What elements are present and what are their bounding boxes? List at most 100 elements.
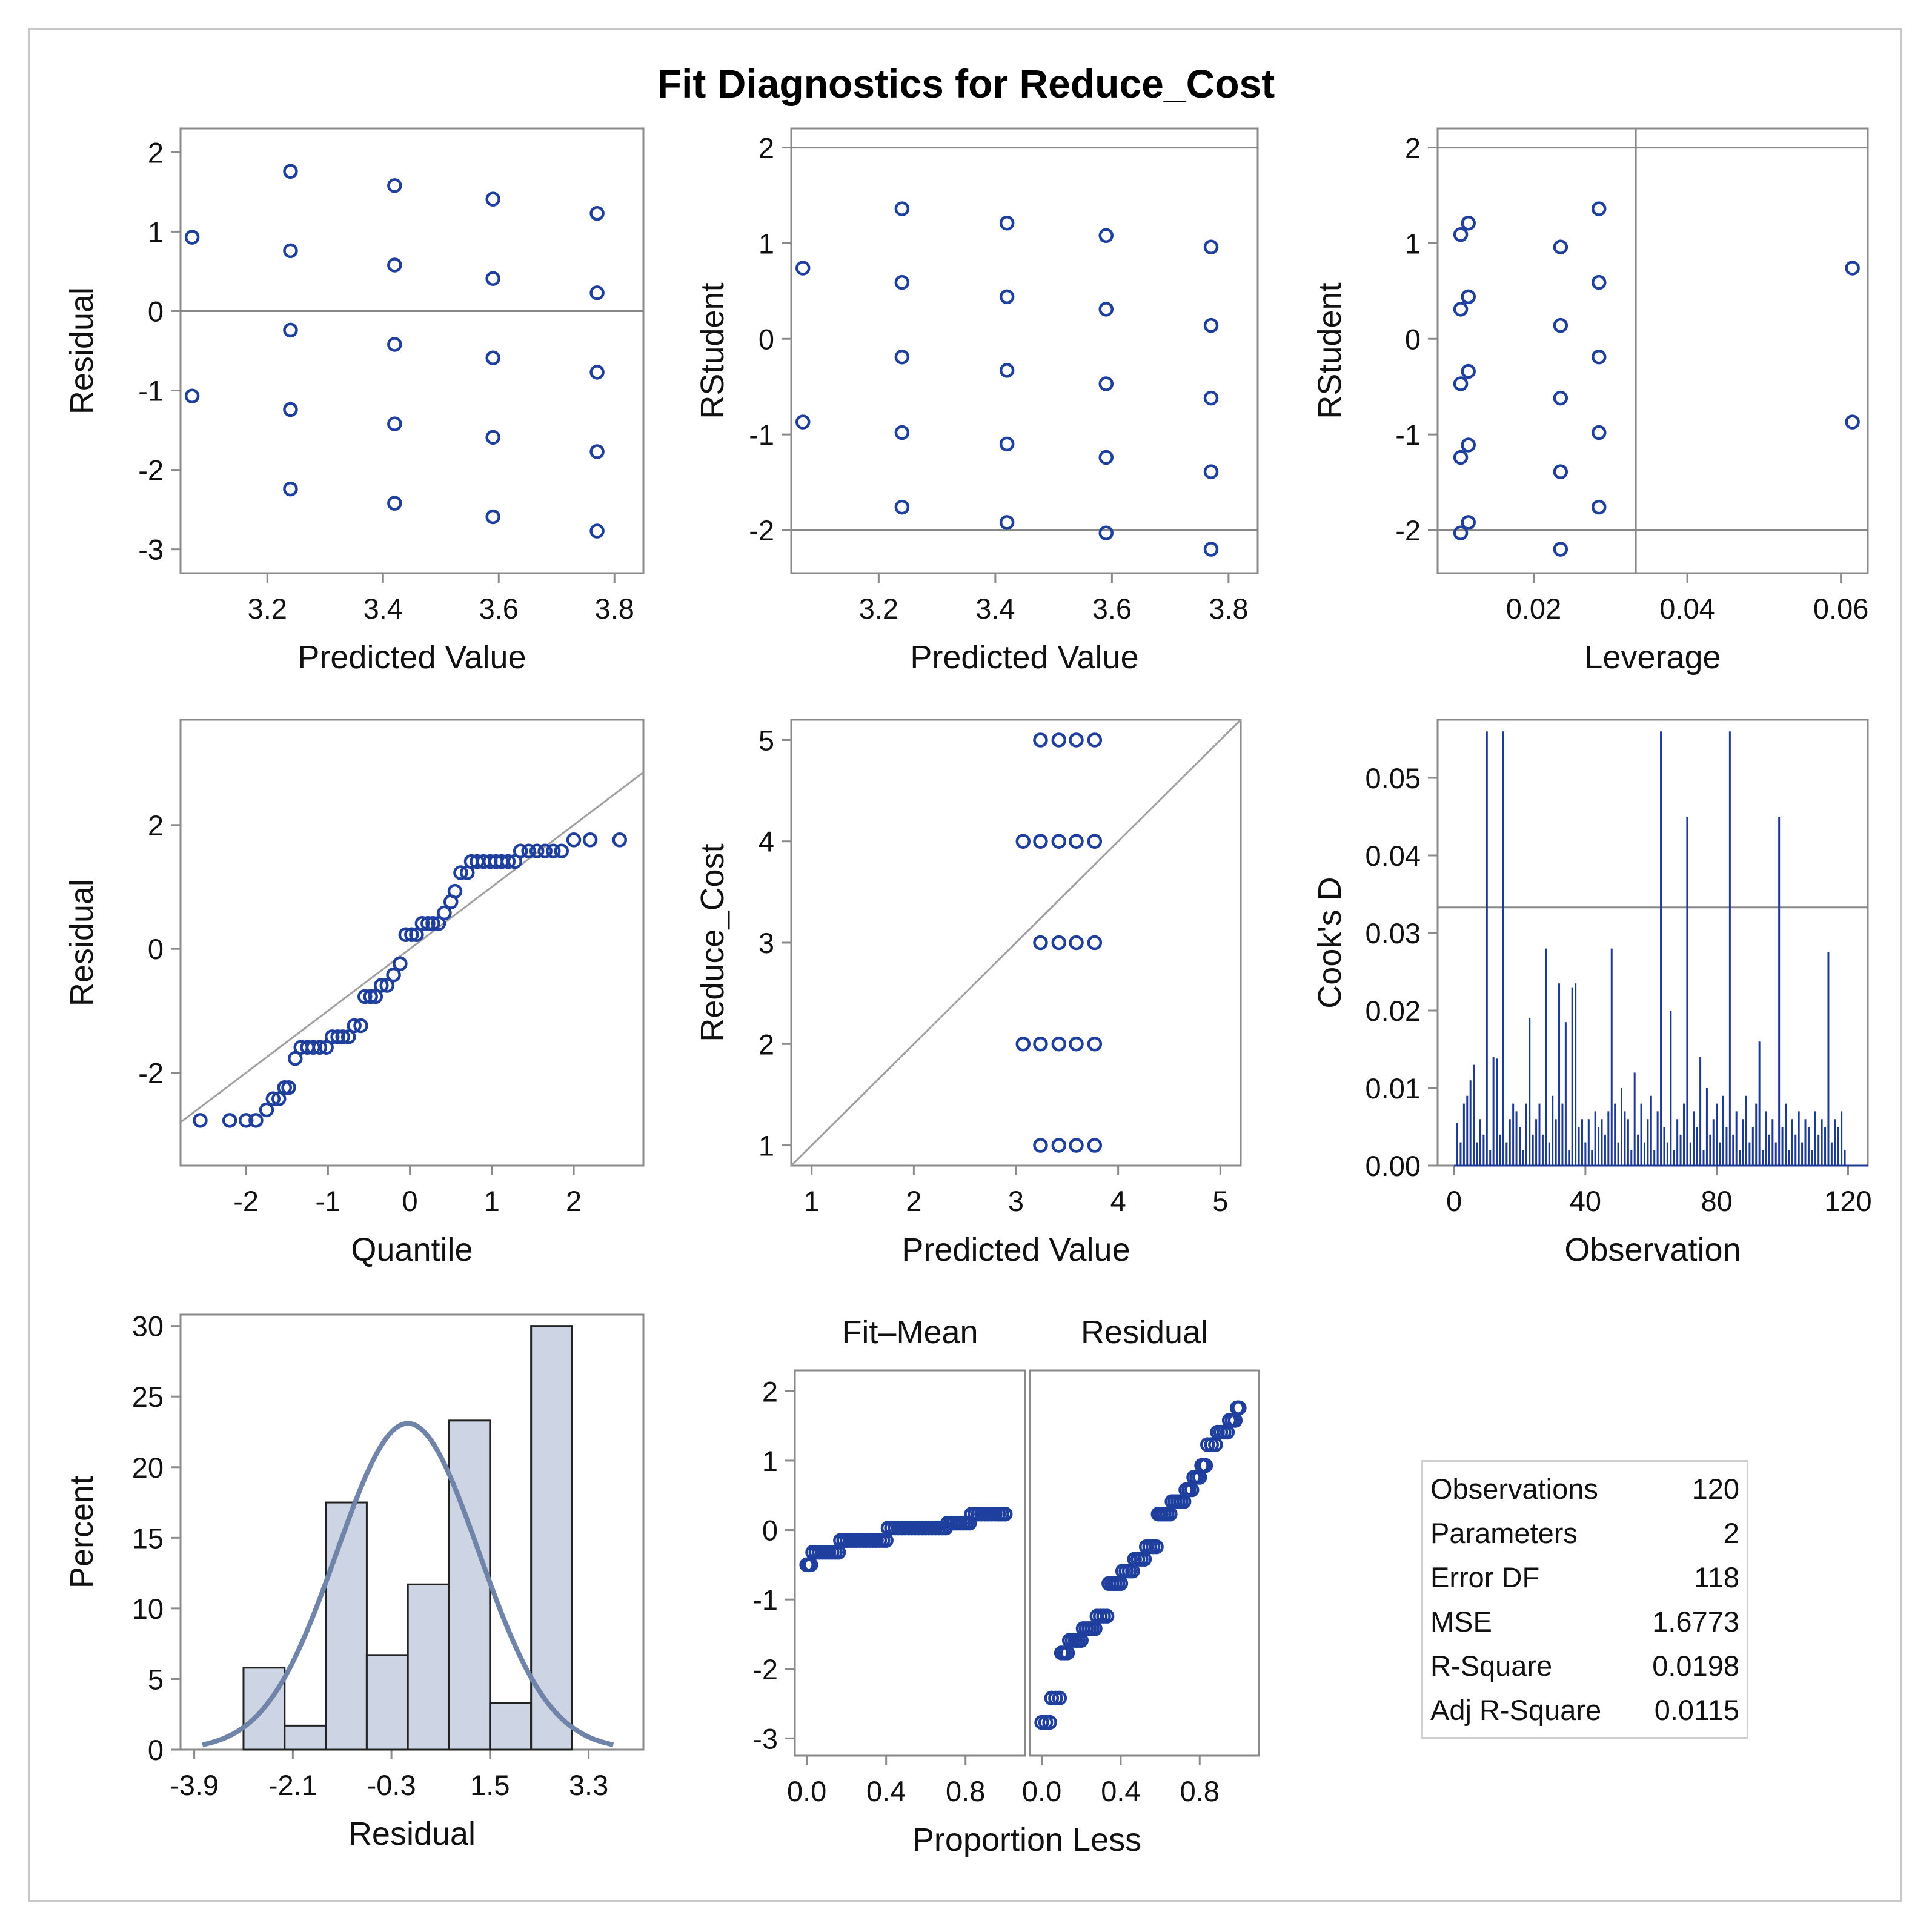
data-point <box>513 843 528 858</box>
reference-diagonal <box>180 771 644 1123</box>
data-point <box>222 1113 237 1128</box>
data-point <box>1098 450 1114 465</box>
panel-title: Fit–Mean <box>842 1314 978 1350</box>
data-point <box>589 523 605 539</box>
histogram-bar <box>489 1702 533 1751</box>
x-tick-label: 0.06 <box>1813 593 1868 625</box>
stat-value: 120 <box>1691 1473 1739 1505</box>
x-axis-label: Residual <box>348 1816 476 1852</box>
fit-statistics-table: Observations 120 Parameters 2 Error DF 118 … <box>1421 1460 1748 1739</box>
data-point <box>894 425 910 440</box>
normal-density-curve <box>202 1421 614 1747</box>
data-point <box>1461 437 1476 453</box>
stat-label: MSE <box>1430 1605 1492 1638</box>
y-axis-label: Reduce_Cost <box>694 843 731 1041</box>
data-point <box>288 1051 303 1066</box>
data-point <box>529 843 545 858</box>
x-tick-label: 3.6 <box>479 593 519 625</box>
data-point <box>1461 363 1476 379</box>
data-point <box>387 257 402 273</box>
data-point <box>238 1113 254 1128</box>
data-point <box>1087 935 1103 951</box>
data-point <box>414 916 430 931</box>
stat-value: 2 <box>1723 1517 1739 1549</box>
data-point <box>485 191 500 207</box>
data-point <box>387 178 402 193</box>
x-tick-label: 2 <box>566 1185 582 1217</box>
y-tick-label: 0 <box>762 1515 778 1547</box>
x-tick-label: 80 <box>1701 1185 1733 1217</box>
data-point <box>271 1091 287 1106</box>
data-point <box>1033 834 1048 849</box>
histogram-bar <box>365 1654 409 1751</box>
y-tick-label: 0 <box>148 933 164 965</box>
x-tick-label: 1 <box>484 1185 500 1217</box>
y-tick-label: 1 <box>1405 227 1421 259</box>
data-point <box>193 1113 208 1128</box>
y-tick-label: -3 <box>752 1722 778 1754</box>
x-tick-label: 0.04 <box>1659 593 1715 625</box>
y-tick-label: -2 <box>138 1057 164 1089</box>
data-point <box>1087 732 1103 748</box>
histogram-bar <box>530 1325 573 1751</box>
histogram-bar <box>448 1419 491 1751</box>
y-tick-label: -2 <box>138 454 164 486</box>
data-point <box>1098 228 1114 244</box>
y-tick-label: 2 <box>759 132 774 164</box>
data-point <box>589 285 605 300</box>
reference-diagonal <box>790 719 1242 1167</box>
data-point <box>1203 317 1219 333</box>
data-point <box>1087 834 1103 849</box>
data-point <box>589 444 605 459</box>
figure-frame <box>28 28 1902 1902</box>
x-tick-label: 3.4 <box>363 593 403 625</box>
y-tick-label: 0 <box>759 323 774 355</box>
data-point <box>1069 1138 1084 1153</box>
stat-row-mse: MSE 1.6773 <box>1430 1599 1739 1644</box>
data-point <box>1453 450 1469 465</box>
x-tick-label: 40 <box>1570 1185 1601 1217</box>
data-point <box>184 388 200 403</box>
x-tick-label: -3.9 <box>170 1769 219 1801</box>
x-axis-label: Quantile <box>351 1232 473 1268</box>
data-point <box>1232 1400 1247 1416</box>
histogram-bar <box>407 1583 450 1751</box>
data-point <box>1087 1138 1103 1153</box>
y-axis-label: Residual <box>64 287 100 414</box>
data-point <box>1592 201 1607 216</box>
data-point <box>420 916 436 931</box>
data-point <box>387 337 402 352</box>
data-point <box>1051 834 1067 849</box>
data-point <box>283 402 298 417</box>
data-point <box>363 989 378 1004</box>
data-point <box>554 843 569 858</box>
x-tick-label: 3.8 <box>595 593 634 625</box>
data-point <box>1203 390 1219 406</box>
y-tick-label: 2 <box>762 1375 778 1407</box>
x-tick-label: 0.8 <box>946 1775 985 1807</box>
data-point <box>894 350 910 365</box>
y-tick-label: -1 <box>749 419 774 451</box>
data-point <box>1845 414 1860 430</box>
y-tick-label: 0.00 <box>1366 1150 1421 1182</box>
x-tick-label: 1.5 <box>470 1769 510 1801</box>
x-axis-label: Predicted Value <box>901 1232 1130 1268</box>
stat-label: Observations <box>1430 1473 1598 1505</box>
data-point <box>1453 376 1469 391</box>
x-tick-label: 0.8 <box>1180 1775 1220 1807</box>
data-point <box>379 978 395 993</box>
data-point <box>340 1029 356 1044</box>
y-tick-label: 0.01 <box>1366 1072 1421 1104</box>
y-tick-label: 3 <box>759 927 774 959</box>
y-tick-label: 5 <box>759 724 774 756</box>
stat-row-error-df: Error DF 118 <box>1430 1555 1739 1599</box>
data-point <box>353 1018 368 1034</box>
x-tick-label: 0 <box>1446 1185 1462 1217</box>
y-tick-label: -3 <box>138 534 164 566</box>
y-tick-label: 1 <box>759 227 774 259</box>
data-point <box>1015 1037 1031 1052</box>
data-point <box>1592 499 1607 515</box>
y-tick-label: -2 <box>1395 514 1421 546</box>
data-point <box>795 414 811 430</box>
x-tick-label: 1 <box>804 1185 820 1217</box>
